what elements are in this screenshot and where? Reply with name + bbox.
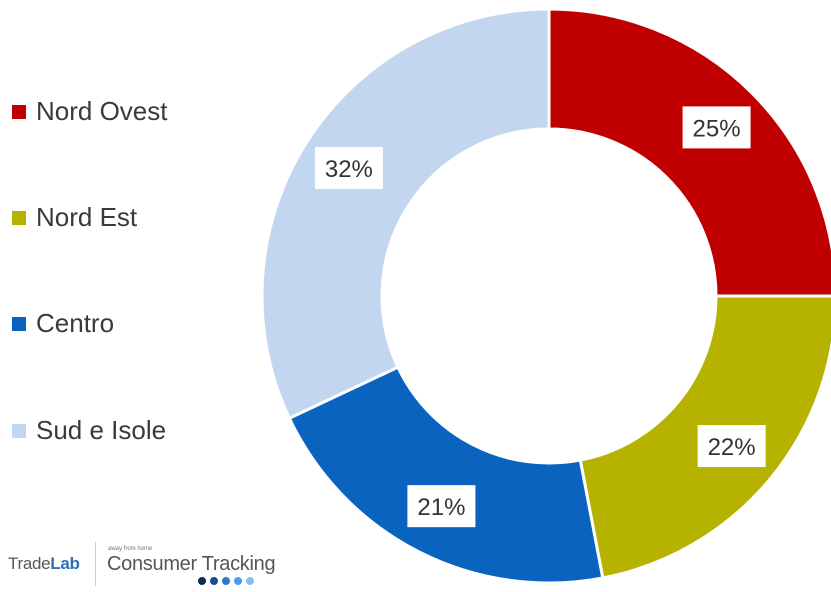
data-label: 25% (682, 106, 751, 149)
legend-swatch (12, 210, 26, 225)
legend-item-sud-e-isole: Sud e Isole (12, 415, 166, 446)
data-label: 21% (407, 485, 476, 528)
legend-swatch (12, 423, 26, 438)
logo-tagline: away from home (108, 546, 153, 552)
legend-label: Centro (36, 308, 115, 338)
legend-item-nord-est: Nord Est (12, 202, 137, 233)
data-label: 32% (314, 147, 383, 190)
legend-item-centro: Centro (12, 308, 114, 339)
data-label-text: 25% (693, 115, 741, 142)
logo-dot (210, 577, 218, 585)
logo-dot (246, 577, 254, 585)
data-label-box (314, 147, 383, 190)
chart-legend: Nord Ovest Nord Est Centro Sud e Isole (0, 0, 260, 480)
logo-dot (198, 577, 206, 585)
data-label: 22% (697, 425, 766, 468)
legend-swatch (12, 316, 26, 331)
data-label-text: 21% (417, 494, 465, 521)
logo-brand: TradeLab (8, 554, 80, 574)
logo-product: Consumer Tracking (107, 553, 276, 575)
data-label-text: 22% (708, 434, 756, 461)
tradelab-logo: TradeLab away from home Consumer Trackin… (8, 536, 308, 592)
legend-label: Nord Est (36, 202, 138, 232)
legend-label: Sud e Isole (36, 415, 167, 445)
donut-slice-nord-ovest (547, 7, 831, 298)
logo-dots (198, 577, 258, 585)
logo-divider (95, 542, 96, 586)
legend-label: Nord Ovest (36, 96, 168, 126)
data-label-box (682, 106, 751, 149)
data-label-box (697, 425, 766, 468)
logo-brand-suffix: Lab (50, 554, 80, 573)
logo-dot (234, 577, 242, 585)
logo-brand-prefix: Trade (8, 554, 51, 573)
legend-item-nord-ovest: Nord Ovest (12, 96, 168, 127)
donut-slice-sud-e-isole (260, 7, 551, 421)
donut-slice-centro (287, 365, 605, 585)
logo-dot (222, 577, 230, 585)
data-label-text: 32% (325, 156, 373, 183)
data-label-box (407, 485, 476, 528)
legend-swatch (12, 104, 26, 119)
